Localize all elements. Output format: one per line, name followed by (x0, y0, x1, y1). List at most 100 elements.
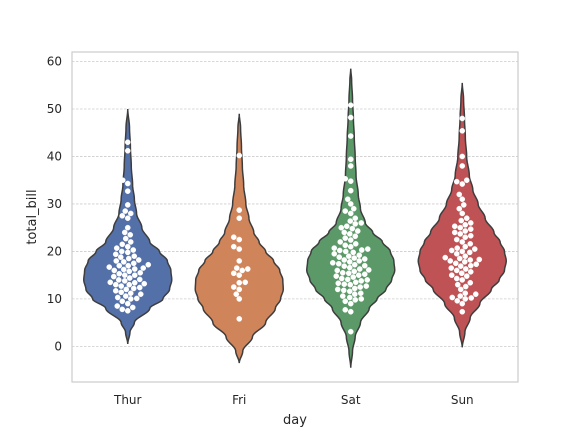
swarm-point-sat (357, 290, 364, 297)
swarm-point-sat (346, 294, 353, 301)
swarm-point-sat (361, 256, 368, 262)
swarm-point-thur (124, 202, 131, 208)
swarm-point-thur (119, 306, 126, 313)
swarm-point-thur (121, 272, 128, 278)
swarm-point-sat (351, 291, 358, 297)
swarm-point-sun (467, 269, 474, 275)
swarm-point-sat (350, 274, 357, 280)
swarm-point-sat (352, 279, 359, 286)
swarm-point-thur (123, 286, 130, 293)
swarm-point-sun (476, 256, 483, 263)
swarm-point-sat (346, 231, 353, 237)
swarm-point-thur (140, 265, 147, 271)
swarm-point-sat (351, 268, 358, 275)
swarm-point-sat (338, 224, 345, 231)
plot-frame (71, 51, 519, 383)
swarm-point-thur (126, 281, 133, 288)
swarm-point-sat (333, 273, 340, 279)
swarm-point-sun (454, 298, 461, 304)
swarm-point-sat (356, 258, 363, 264)
swarm-point-thur (122, 293, 129, 299)
swarm-point-thur (120, 259, 127, 265)
swarm-point-fri (236, 152, 243, 159)
y-tick-label-40: 40 (47, 149, 62, 163)
swarm-point-thur (110, 273, 117, 280)
swarm-point-sat (342, 307, 349, 313)
swarm-point-sun (462, 243, 469, 250)
swarm-point-sun (463, 177, 470, 183)
swarm-point-sun (461, 259, 468, 265)
swarm-point-sun (459, 239, 466, 245)
swarm-point-thur (118, 289, 125, 296)
swarm-point-sun (472, 291, 479, 297)
swarm-point-sun (458, 217, 465, 224)
swarm-point-sat (345, 270, 352, 277)
swarm-point-sat (342, 235, 349, 241)
swarm-point-thur (116, 262, 123, 269)
swarm-point-sat (354, 228, 361, 234)
swarm-point-sun (448, 247, 455, 254)
swarm-point-sun (459, 210, 466, 217)
swarm-points (106, 102, 483, 335)
swarm-point-sat (352, 215, 359, 221)
swarm-point-thur (126, 268, 133, 275)
violins (83, 68, 507, 368)
swarm-point-sat (363, 283, 370, 289)
swarm-point-sat (347, 102, 354, 108)
swarm-point-sat (351, 285, 358, 292)
swarm-point-sun (451, 223, 458, 230)
swarm-point-sun (456, 191, 463, 198)
swarm-point-sun (452, 260, 459, 267)
swarm-point-sat (364, 246, 371, 252)
swarm-point-fri (236, 279, 243, 286)
swarm-point-thur (124, 307, 131, 314)
swarm-point-thur (131, 266, 138, 272)
y-tick-label-0: 0 (54, 339, 62, 353)
swarm-point-thur (122, 235, 129, 242)
y-tick-label-60: 60 (47, 54, 62, 68)
swarm-point-fri (244, 266, 251, 272)
swarm-point-sat (338, 275, 345, 282)
swarm-point-thur (112, 251, 119, 258)
swarm-point-thur (130, 247, 137, 253)
swarm-point-sun (467, 232, 474, 239)
swarm-point-sat (346, 259, 353, 265)
swarm-point-sun (457, 231, 464, 237)
swarm-point-sat (341, 229, 348, 236)
swarm-point-fri (230, 284, 237, 290)
swarm-point-sat (331, 245, 338, 251)
swarm-point-sat (347, 281, 354, 288)
swarm-point-sat (347, 201, 354, 207)
swarm-point-fri (230, 234, 237, 240)
swarm-point-sun (459, 153, 466, 160)
swarm-point-thur (125, 255, 132, 262)
swarm-point-thur (130, 260, 137, 267)
swarm-point-sat (361, 271, 368, 278)
swarm-point-thur (124, 215, 131, 221)
swarm-point-thur (111, 267, 118, 274)
swarm-point-sun (459, 115, 466, 122)
swarm-point-sun (459, 308, 466, 315)
swarm-point-thur (119, 241, 126, 248)
swarm-point-sat (352, 297, 359, 303)
swarm-point-sun (466, 249, 473, 256)
swarm-point-sat (351, 255, 358, 261)
swarm-point-sat (345, 253, 352, 259)
swarm-point-thur (130, 285, 137, 292)
swarm-point-thur (124, 139, 131, 146)
swarm-point-thur (113, 258, 120, 264)
swarm-point-sun (449, 294, 456, 301)
swarm-point-sat (356, 266, 363, 272)
swarm-point-thur (114, 303, 121, 309)
swarm-point-sat (355, 272, 362, 278)
swarm-point-sun (462, 222, 469, 228)
x-tick-labels: Thur Fri Sat Sun (113, 393, 474, 407)
swarm-point-sun (454, 281, 461, 288)
x-tick-label-fri: Fri (232, 393, 246, 407)
swarm-point-sat (334, 286, 341, 293)
swarm-point-thur (124, 147, 131, 154)
swarm-point-sat (361, 262, 368, 269)
swarm-point-sun (459, 300, 466, 307)
swarm-point-sun (473, 261, 480, 268)
swarm-point-fri (236, 296, 243, 302)
